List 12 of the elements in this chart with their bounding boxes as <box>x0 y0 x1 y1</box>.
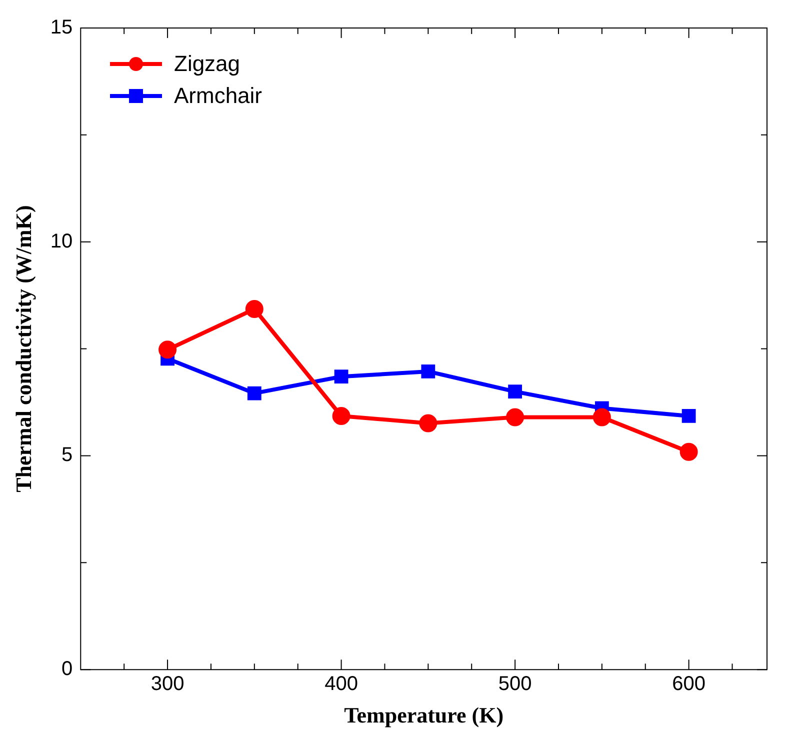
legend-label: Zigzag <box>174 51 240 77</box>
x-axis-title: Temperature (K) <box>344 702 504 728</box>
x-tick-label: 500 <box>498 673 532 696</box>
x-tick-label: 300 <box>150 673 184 696</box>
y-tick-label: 10 <box>50 230 73 252</box>
y-axis-title: Thermal conductivity (W/mK) <box>10 205 36 492</box>
y-tick-label: 0 <box>62 658 73 680</box>
legend-label: Armchair <box>174 83 262 109</box>
y-tick-label: 5 <box>62 444 73 466</box>
x-tick-label: 600 <box>672 673 706 696</box>
y-tick-label: 15 <box>50 16 73 39</box>
x-tick-label: 400 <box>324 673 358 696</box>
